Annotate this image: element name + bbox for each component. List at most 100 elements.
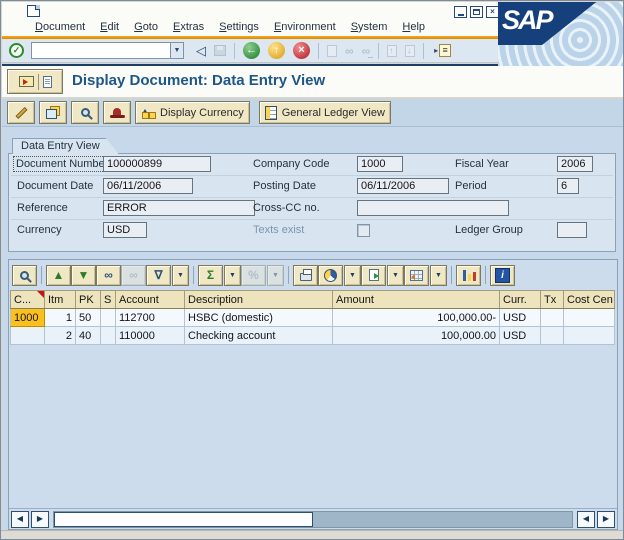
enter-left-icon[interactable]: ◁: [196, 42, 206, 58]
toolbar-separator: [378, 42, 380, 59]
command-dropdown-button[interactable]: ▼: [170, 43, 183, 58]
total-dropdown-button[interactable]: ▼: [224, 264, 241, 286]
cell-company-code[interactable]: [10, 326, 45, 345]
column-header-company-code[interactable]: C...: [10, 290, 45, 309]
separator-band: [2, 64, 498, 66]
export-button[interactable]: [361, 264, 386, 286]
cell-posting-key[interactable]: 50: [75, 308, 101, 327]
shortcut-menu-button[interactable]: ▸ ≡: [434, 44, 452, 57]
scroll-left-button-2[interactable]: ◀: [577, 510, 595, 528]
layout-dropdown-button[interactable]: ▼: [430, 264, 447, 286]
command-field-wrap: ▼: [31, 42, 184, 59]
general-ledger-view-button[interactable]: General Ledger View: [258, 101, 391, 124]
column-header-posting-key[interactable]: PK: [75, 290, 101, 309]
scroll-right-button[interactable]: ▶: [31, 510, 49, 528]
cell-s[interactable]: [100, 308, 116, 327]
cell-amount[interactable]: 100,000.00: [332, 326, 500, 345]
magnifier-icon: [80, 108, 90, 117]
layout-button[interactable]: [404, 264, 429, 286]
views-dropdown-button[interactable]: ▼: [344, 264, 361, 286]
menu-document[interactable]: Document: [35, 21, 86, 33]
content-area: Data Entry View Document Number 10000089…: [2, 127, 623, 530]
column-header-account[interactable]: Account: [115, 290, 185, 309]
maximize-icon: [473, 9, 480, 15]
scroll-left-button[interactable]: ◀: [11, 510, 29, 528]
display-currency-button[interactable]: Display Currency: [135, 101, 250, 124]
enter-button[interactable]: ✓: [9, 43, 24, 58]
export-dropdown-button[interactable]: ▼: [387, 264, 404, 286]
display-change-button[interactable]: [7, 101, 35, 124]
cell-account[interactable]: 112700: [115, 308, 185, 327]
column-header-amount[interactable]: Amount: [332, 290, 500, 309]
sort-ascending-icon: ▲: [52, 268, 65, 282]
menu-settings[interactable]: Settings: [219, 21, 259, 33]
data-entry-view-group: Data Entry View Document Number 10000089…: [8, 153, 616, 252]
cell-cost-center[interactable]: [563, 326, 615, 345]
column-header-currency[interactable]: Curr.: [499, 290, 541, 309]
window-controls: ×: [454, 6, 499, 18]
scrollbar-thumb[interactable]: [54, 511, 313, 527]
cell-account[interactable]: 110000: [115, 326, 185, 345]
detail-button[interactable]: [12, 264, 37, 286]
cell-company-code[interactable]: 1000: [10, 308, 45, 327]
find-next-icon: ∞: [129, 268, 138, 282]
cell-description[interactable]: HSBC (domestic): [184, 308, 333, 327]
command-field[interactable]: [32, 43, 170, 58]
views-button[interactable]: [318, 264, 343, 286]
cell-description[interactable]: Checking account: [184, 326, 333, 345]
services-for-object-icon: [18, 76, 34, 87]
menu-system[interactable]: System: [350, 21, 388, 33]
menu-environment[interactable]: Environment: [273, 21, 336, 33]
cell-item[interactable]: 1: [44, 308, 76, 327]
cell-posting-key[interactable]: 40: [75, 326, 101, 345]
other-document-button[interactable]: [39, 101, 67, 124]
column-header-cost-center[interactable]: Cost Cen: [563, 290, 615, 309]
cell-s[interactable]: [100, 326, 116, 345]
group-tab-label: Data Entry View: [12, 138, 119, 154]
document-list-icon: [42, 75, 52, 88]
application-toolbar: Display Currency General Ledger View: [2, 99, 623, 127]
column-header-description[interactable]: Description: [184, 290, 333, 309]
texts-exist-checkbox: [357, 224, 370, 237]
cell-tax[interactable]: [540, 308, 564, 327]
total-button[interactable]: Σ: [198, 264, 223, 286]
cancel-button[interactable]: ×: [293, 42, 310, 59]
info-button[interactable]: i: [490, 264, 515, 286]
object-services-button[interactable]: [7, 69, 63, 94]
ledger-group-field: [557, 222, 587, 238]
column-header-tax[interactable]: Tx: [540, 290, 564, 309]
document-header-button[interactable]: [103, 101, 131, 124]
find-button[interactable]: ∞: [96, 264, 121, 286]
scroll-right-button-2[interactable]: ▶: [597, 510, 615, 528]
display-document-button[interactable]: [71, 101, 99, 124]
menu-bar: Document Edit Goto Extras Settings Envir…: [2, 21, 498, 36]
toolbar-separator: [423, 42, 425, 59]
column-header-item[interactable]: Itm: [44, 290, 76, 309]
scrollbar-track[interactable]: [53, 510, 573, 528]
maximize-button[interactable]: [470, 6, 483, 18]
menu-edit[interactable]: Edit: [100, 21, 120, 33]
fiscal-year-field: 2006: [557, 156, 593, 172]
page-up-glyph: ↑: [389, 45, 394, 55]
cell-item[interactable]: 2: [44, 326, 76, 345]
cell-amount[interactable]: 100,000.00-: [332, 308, 500, 327]
cell-tax[interactable]: [540, 326, 564, 345]
print-button[interactable]: [293, 264, 318, 286]
menu-help[interactable]: Help: [402, 21, 426, 33]
column-header-s[interactable]: S: [100, 290, 116, 309]
subtotal-dropdown-button: ▼: [267, 264, 284, 286]
cell-currency[interactable]: USD: [499, 326, 541, 345]
cell-cost-center[interactable]: [563, 308, 615, 327]
cell-currency[interactable]: USD: [499, 308, 541, 327]
minimize-button[interactable]: [454, 6, 467, 18]
graphic-button[interactable]: [456, 264, 481, 286]
filter-button[interactable]: ∇: [146, 264, 171, 286]
back-button[interactable]: ←: [243, 42, 260, 59]
filter-dropdown-button[interactable]: ▼: [172, 264, 189, 286]
exit-button[interactable]: ↑: [268, 42, 285, 59]
menu-extras[interactable]: Extras: [172, 21, 205, 33]
general-ledger-view-label: General Ledger View: [281, 106, 385, 119]
sort-descending-button[interactable]: ▼: [71, 264, 96, 286]
sort-ascending-button[interactable]: ▲: [46, 264, 71, 286]
menu-goto[interactable]: Goto: [134, 21, 158, 33]
